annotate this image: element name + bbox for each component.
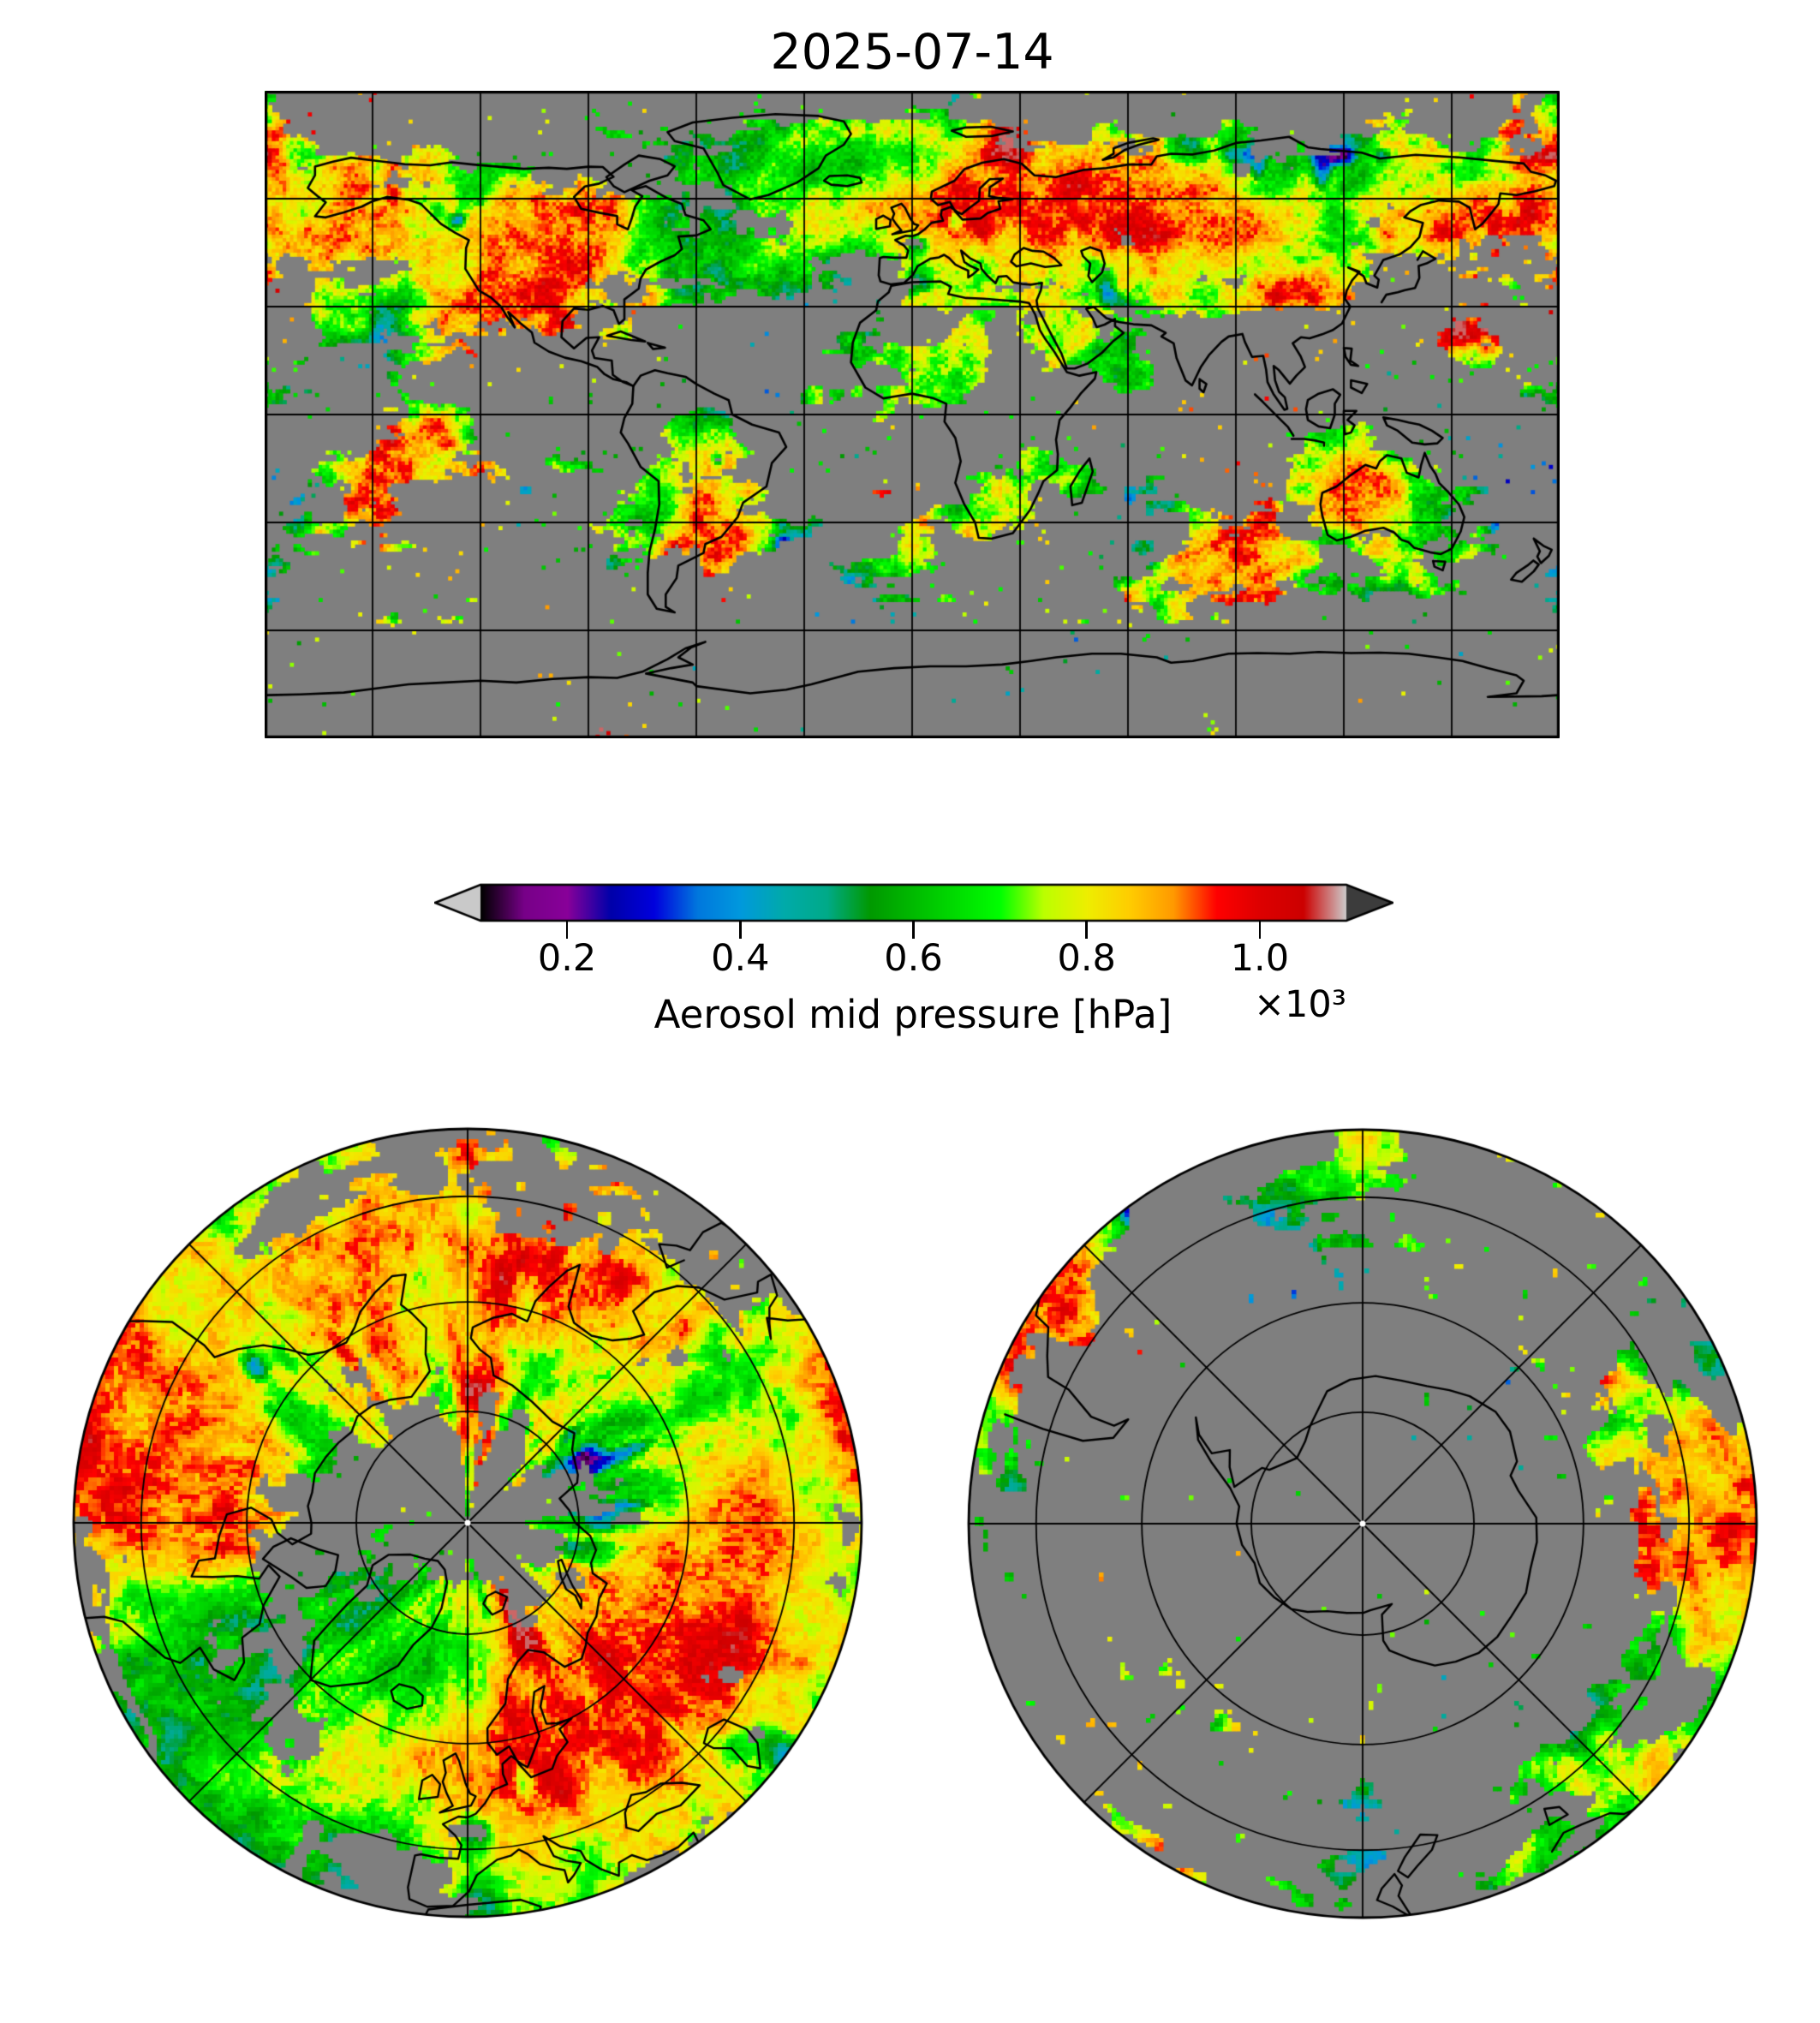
- global-map-panel: [265, 91, 1560, 738]
- colorbar-tick: [912, 921, 915, 939]
- colorbar-tick: [1085, 921, 1088, 939]
- global-map-canvas: [265, 91, 1560, 738]
- south-polar-map-canvas: [966, 1127, 1759, 1920]
- colorbar-tick-label: 0.4: [711, 937, 770, 980]
- colorbar: [434, 883, 1393, 922]
- north-polar-map-canvas: [71, 1126, 864, 1919]
- colorbar-tick: [565, 921, 569, 939]
- colorbar-gradient-canvas: [434, 883, 1393, 922]
- colorbar-tick-label: 0.8: [1057, 937, 1116, 980]
- colorbar-tick-label: 1.0: [1230, 937, 1290, 980]
- colorbar-label: Aerosol mid pressure [hPa]: [653, 992, 1173, 1037]
- colorbar-multiplier: ×10³: [1254, 983, 1346, 1026]
- colorbar-tick-label: 0.2: [537, 937, 597, 980]
- colorbar-tick: [739, 921, 742, 939]
- colorbar-tick-label: 0.6: [884, 937, 943, 980]
- colorbar-tick: [1258, 921, 1262, 939]
- figure-title: 2025-07-14: [770, 24, 1054, 81]
